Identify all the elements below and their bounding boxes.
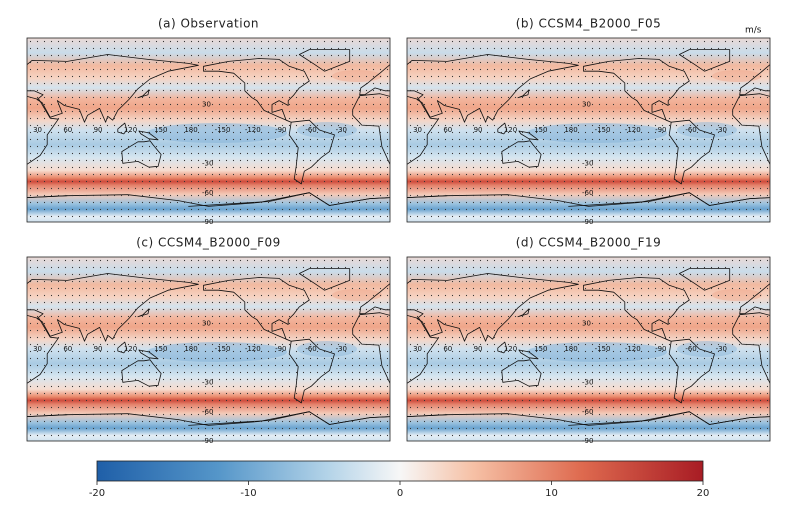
lon-label: 90 xyxy=(474,345,483,353)
lon-label: 120 xyxy=(124,345,137,353)
lon-label: -30 xyxy=(336,126,347,134)
colorbar-tick-label: 10 xyxy=(545,488,558,499)
lon-label: 30 xyxy=(33,126,42,134)
lat-label: 30 xyxy=(582,320,591,328)
lon-label: 30 xyxy=(413,126,422,134)
map-content xyxy=(27,38,390,222)
lon-label: 90 xyxy=(474,126,483,134)
lon-label: 180 xyxy=(564,126,577,134)
panel-title: (d) CCSM4_B2000_F19 xyxy=(516,236,662,250)
lon-label: 60 xyxy=(443,345,452,353)
lat-label: 30 xyxy=(202,101,211,109)
panel-frame xyxy=(406,37,771,223)
panel-frame xyxy=(26,37,391,223)
lon-label: 30 xyxy=(413,345,422,353)
lon-label: -60 xyxy=(685,345,696,353)
lon-label: 90 xyxy=(94,345,103,353)
panel-frame xyxy=(26,256,391,442)
lat-label: -30 xyxy=(202,159,213,167)
lon-label: -30 xyxy=(336,345,347,353)
lat-label: -60 xyxy=(582,408,593,416)
lon-label: 60 xyxy=(443,126,452,134)
lon-label: -150 xyxy=(215,126,231,134)
lon-label: -90 xyxy=(275,126,286,134)
lon-label: 180 xyxy=(184,126,197,134)
lon-label: 180 xyxy=(564,345,577,353)
map-panel: 30 60 90 120 150 180 -150 -120 -90 -60 -30 30 -30 -60… xyxy=(406,256,771,445)
map-panel: 30 60 90 120 150 180 -150 -120 -90 -60 -30 30 -30 -60… xyxy=(26,256,391,445)
lon-label: -60 xyxy=(685,126,696,134)
lon-label: 60 xyxy=(63,126,72,134)
stipple xyxy=(27,257,390,441)
lon-label: -90 xyxy=(275,345,286,353)
lat-label: -60 xyxy=(202,189,213,197)
lon-label: 150 xyxy=(154,126,167,134)
lon-label: -60 xyxy=(305,345,316,353)
map-panel: 30 60 90 120 150 180 -150 -120 -90 -60 -30 30 -30 -60… xyxy=(406,37,771,226)
lat-label: 30 xyxy=(582,101,591,109)
lat-label: -30 xyxy=(202,378,213,386)
lon-label: 180 xyxy=(184,345,197,353)
map-content xyxy=(407,257,770,441)
unit-label: m/s xyxy=(745,26,762,36)
panel-title: (b) CCSM4_B2000_F05 xyxy=(516,17,662,31)
lon-label: -30 xyxy=(716,126,727,134)
lat-label: -30 xyxy=(582,159,593,167)
lon-label: -90 xyxy=(655,345,666,353)
lon-label: 120 xyxy=(124,126,137,134)
lon-label: 150 xyxy=(154,345,167,353)
lon-label: -150 xyxy=(215,345,231,353)
colorbar-tick-label: -10 xyxy=(240,488,256,499)
stipple xyxy=(407,38,770,222)
lon-label: 30 xyxy=(33,345,42,353)
colorbar xyxy=(96,460,704,482)
lat-label: -30 xyxy=(582,378,593,386)
panel-title: (c) CCSM4_B2000_F09 xyxy=(136,236,281,250)
lon-label: -150 xyxy=(595,345,611,353)
lon-label: -60 xyxy=(305,126,316,134)
lon-label: 120 xyxy=(504,345,517,353)
colorbar-tick-label: 0 xyxy=(397,488,403,499)
panel-frame xyxy=(406,256,771,442)
lon-label: -120 xyxy=(625,345,641,353)
colorbar-tick-label: 20 xyxy=(697,488,710,499)
lon-label: 120 xyxy=(504,126,517,134)
map-content xyxy=(27,257,390,441)
lon-label: -120 xyxy=(245,345,261,353)
lon-label: 90 xyxy=(94,126,103,134)
lon-label: -120 xyxy=(245,126,261,134)
lon-label: 150 xyxy=(534,345,547,353)
stipple xyxy=(407,257,770,441)
lon-label: -150 xyxy=(595,126,611,134)
colorbar-tick-label: -20 xyxy=(89,488,105,499)
lat-label: -60 xyxy=(582,189,593,197)
stipple xyxy=(27,38,390,222)
panel-title: (a) Observation xyxy=(158,17,259,31)
map-panel: 30 60 90 120 150 180 -150 -120 -90 -60 -30 30 -30 -60… xyxy=(26,37,391,226)
map-content xyxy=(407,38,770,222)
lon-label: -120 xyxy=(625,126,641,134)
lon-label: -30 xyxy=(716,345,727,353)
lon-label: 60 xyxy=(63,345,72,353)
lat-label: 30 xyxy=(202,320,211,328)
lon-label: 150 xyxy=(534,126,547,134)
lon-label: -90 xyxy=(655,126,666,134)
lat-label: -60 xyxy=(202,408,213,416)
